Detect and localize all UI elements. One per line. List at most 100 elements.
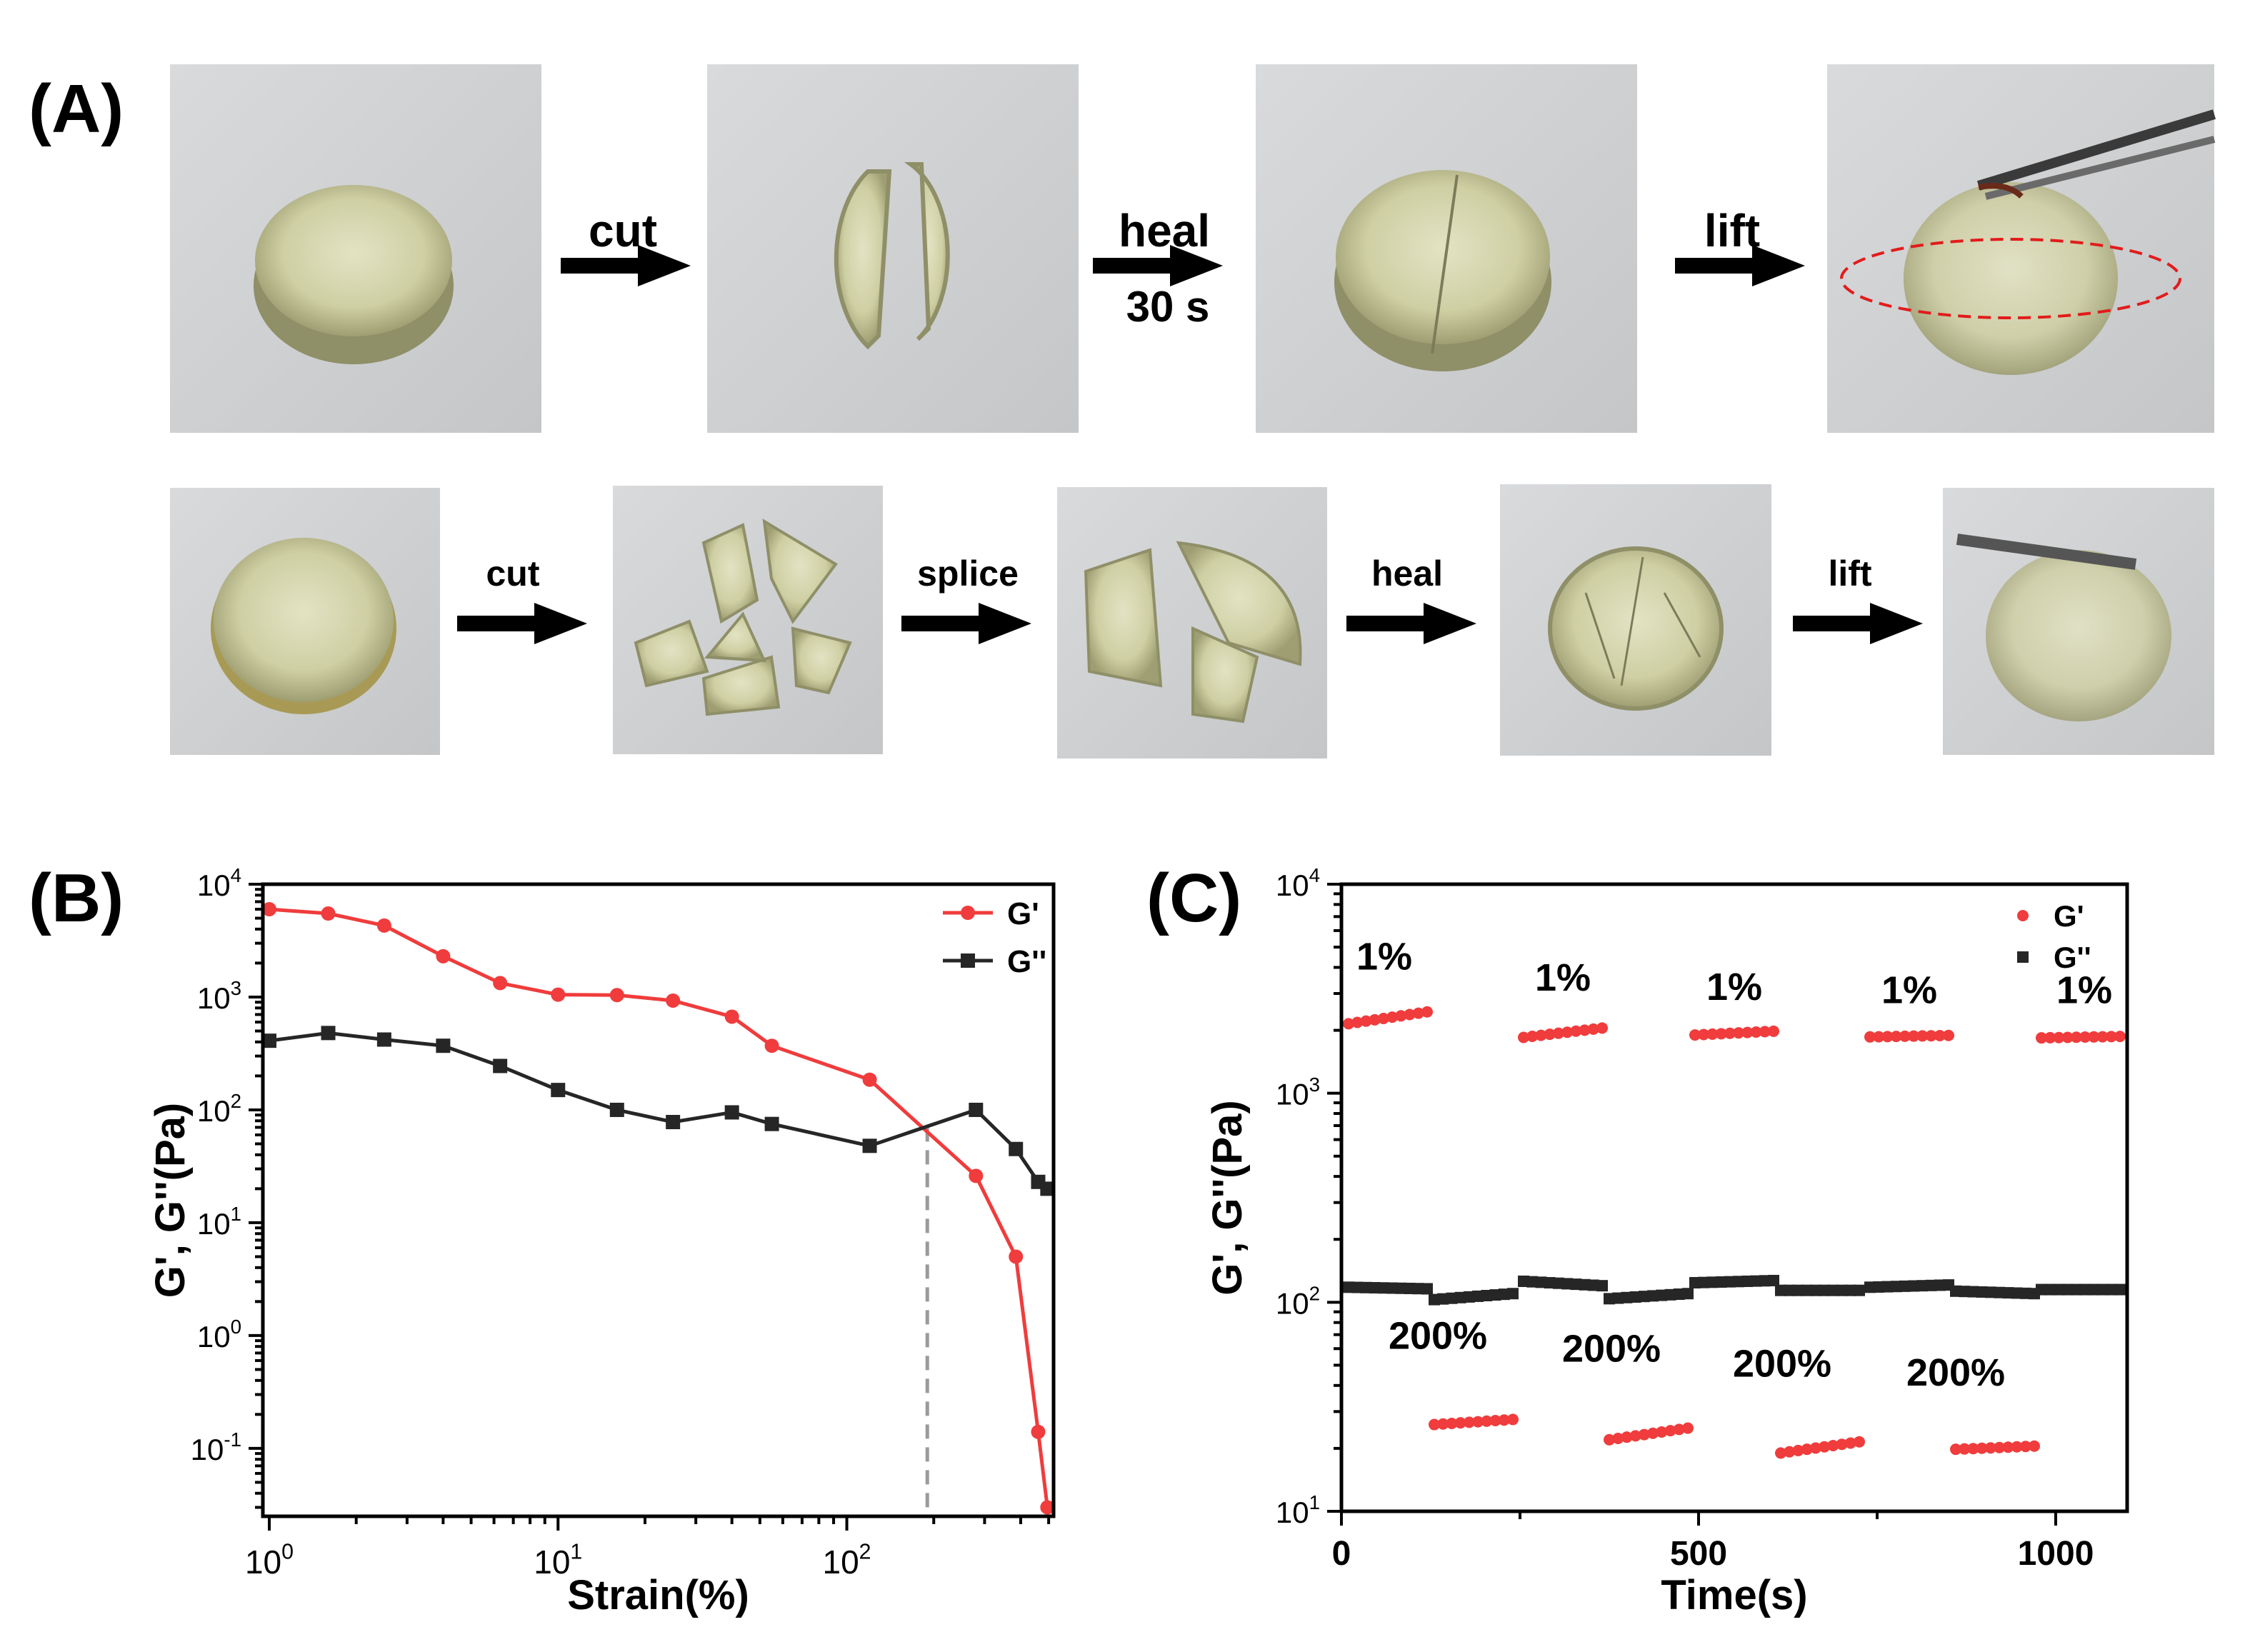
g-double-prime-point: [1552, 1277, 1564, 1289]
g-double-prime-point: [1437, 1293, 1449, 1305]
y-tick-label: 102: [1276, 1282, 1320, 1320]
g-prime-point: [1612, 1432, 1624, 1444]
panel-c-label: (C): [1146, 860, 1241, 936]
g-prime-point: [1369, 1013, 1381, 1026]
g-prime-point: [1404, 1008, 1416, 1021]
strain-annotation: 200%: [1906, 1351, 2005, 1394]
chart-b-plot: 100 101 102 10-1 100 101 102 103 104 Strain(%) G',…: [147, 864, 1056, 1618]
g-prime-point: [2096, 1031, 2109, 1043]
g-prime-point: [1377, 1012, 1389, 1024]
g-prime-point: [2036, 1032, 2047, 1044]
strain-annotation: 200%: [1562, 1327, 1661, 1370]
g-prime-point: [1412, 1007, 1424, 1019]
y-tick-label: 100: [197, 1316, 241, 1353]
g-prime-point: [2011, 1441, 2023, 1453]
g-double-prime-point: [1819, 1284, 1831, 1296]
data-point: [321, 1026, 336, 1041]
g-double-prime-point: [2002, 1287, 2014, 1299]
g-prime-point: [1819, 1441, 1831, 1453]
x-axis-label: Time(s): [1661, 1572, 1807, 1618]
g-double-prime-point: [1429, 1293, 1440, 1306]
data-point: [666, 993, 681, 1008]
g-double-prime-point: [1899, 1280, 1911, 1292]
g-prime-point: [1454, 1417, 1466, 1429]
g-double-prime-point: [1925, 1279, 1937, 1291]
g-double-prime-point: [2070, 1283, 2082, 1296]
g-double-prime-point: [1587, 1279, 1599, 1291]
g-double-prime-point: [1369, 1282, 1381, 1294]
y-axis-label: G', G''(Pa): [1204, 1100, 1251, 1295]
legend-marker: [961, 953, 975, 968]
legend-marker: [2017, 951, 2029, 963]
g-prime-point: [1386, 1011, 1399, 1023]
g-prime-point: [1908, 1030, 1920, 1042]
g-prime-point: [1959, 1443, 1971, 1455]
g-double-prime-point: [1604, 1293, 1615, 1305]
g-double-prime-point: [1561, 1278, 1574, 1290]
g-prime-point: [1890, 1031, 1902, 1043]
g-prime-point: [1638, 1428, 1650, 1441]
g-double-prime-point: [1570, 1278, 1582, 1291]
g-double-prime-point: [1498, 1288, 1510, 1301]
step-sublabel: 30 s: [1126, 283, 1210, 331]
g-prime-point: [2044, 1031, 2056, 1043]
g-double-prime-point: [1984, 1286, 1996, 1298]
g-double-prime-point: [1596, 1280, 1608, 1292]
y-axis-label: G', G''(Pa): [147, 1103, 194, 1298]
photo-row1-healed: [1256, 64, 1637, 433]
g-prime-point: [1351, 1016, 1364, 1028]
g-double-prime-point: [2019, 1287, 2031, 1299]
step-label: heal: [1119, 205, 1210, 256]
g-double-prime-point: [1472, 1290, 1484, 1302]
g-double-prime-point: [1715, 1276, 1727, 1288]
strain-annotation: 200%: [1733, 1343, 1831, 1386]
data-point: [764, 1116, 779, 1131]
g-double-prime-point: [1724, 1276, 1736, 1288]
data-point: [493, 976, 508, 991]
g-double-prime-point: [1638, 1291, 1650, 1303]
g-prime-point: [1664, 1425, 1676, 1437]
g-prime-point: [1673, 1423, 1685, 1436]
g-prime-point: [1561, 1026, 1574, 1038]
data-point: [493, 1058, 508, 1073]
g-prime-point: [1925, 1030, 1937, 1042]
x-tick-label: 102: [823, 1540, 871, 1581]
g-prime-point: [1429, 1418, 1440, 1431]
g-prime-point: [1360, 1015, 1372, 1027]
photo-row2-cut: [613, 486, 883, 754]
g-prime-point: [1647, 1427, 1659, 1439]
g-prime-point: [1395, 1010, 1407, 1022]
g-prime-point: [1750, 1026, 1762, 1038]
data-point: [862, 1138, 877, 1153]
g-double-prime-point: [1994, 1286, 2006, 1298]
strain-annotation: 1%: [1535, 956, 1591, 999]
g-double-prime-point: [1698, 1276, 1710, 1288]
g-double-prime-point: [1916, 1280, 1929, 1292]
strain-annotation: 200%: [1389, 1314, 1487, 1357]
data-point: [1031, 1424, 1046, 1439]
photo-row1-intact: [170, 64, 541, 433]
g-prime-point: [2002, 1441, 2014, 1453]
legend-label: G': [2054, 899, 2084, 933]
g-double-prime-point: [1967, 1286, 1979, 1298]
g-double-prime-point: [2096, 1283, 2109, 1296]
x-tick-label: 101: [534, 1540, 582, 1581]
g-prime-point: [1698, 1028, 1710, 1041]
g-prime-point: [1934, 1029, 1946, 1041]
g-double-prime-point: [1873, 1281, 1885, 1293]
g-prime-point: [1741, 1026, 1754, 1038]
g-double-prime-point: [1412, 1283, 1424, 1295]
arrow-row1-2: heal 30 s: [1093, 205, 1223, 331]
g-prime-point: [1596, 1022, 1608, 1034]
plot-frame: [261, 882, 1056, 1518]
y-tick-label: 102: [197, 1090, 241, 1128]
g-double-prime-point: [1360, 1281, 1372, 1293]
strain-annotation: 1%: [2056, 968, 2112, 1011]
g-prime-point: [1507, 1413, 1519, 1426]
data-point: [1040, 1500, 1055, 1515]
g-double-prime-point: [1507, 1288, 1519, 1300]
g-prime-point: [1498, 1414, 1510, 1426]
panel-a: (A) cut: [29, 64, 2216, 759]
g-prime-point: [1535, 1029, 1547, 1041]
legend-label: G': [1007, 896, 1039, 931]
